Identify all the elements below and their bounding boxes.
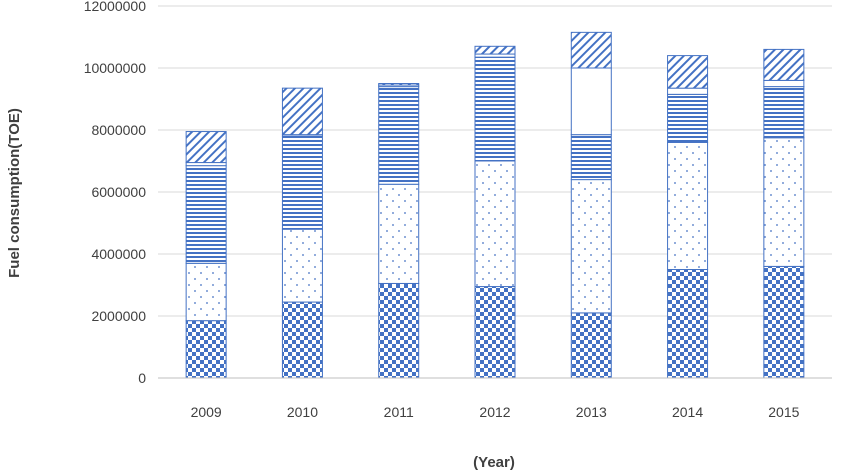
y-tick-label: 0 (138, 370, 146, 386)
x-tick-label: 2015 (768, 404, 799, 420)
y-tick-label: 12000000 (84, 0, 147, 14)
bar-segment-horizontal-lines-2015 (763, 86, 805, 139)
y-tick-label: 4000000 (91, 246, 146, 262)
x-tick-labels: 2009 2010 2011 2012 2013 2014 2015 (191, 404, 800, 420)
bar-segment-diagonal-lines-2011 (378, 83, 420, 86)
bar-segment-dots-2011 (378, 183, 420, 284)
bar-segment-checker-2014 (667, 269, 709, 379)
x-axis-title: (Year) (473, 454, 515, 471)
y-axis-title: Fuel consumption(TOE) (6, 108, 23, 278)
bar-segment-diagonal-lines-2013 (570, 31, 612, 69)
bar-segment-blank-2014 (667, 87, 709, 95)
bar-segment-horizontal-lines-2012 (474, 56, 516, 162)
bar-segment-checker-2012 (474, 286, 516, 379)
bar-segment-blank-2015 (763, 79, 805, 88)
x-tick-label: 2009 (191, 404, 222, 420)
bar-segment-dots-2009 (185, 262, 227, 322)
bar-segment-blank-2013 (570, 67, 612, 136)
bar-segment-horizontal-lines-2010 (281, 135, 323, 230)
bar-segment-dots-2010 (281, 228, 323, 303)
bar-segment-dots-2014 (667, 141, 709, 270)
bar-segment-dots-2013 (570, 179, 612, 314)
bar-segment-horizontal-lines-2014 (667, 93, 709, 143)
bars (185, 31, 805, 379)
x-tick-label: 2012 (479, 404, 510, 420)
bar-segment-horizontal-lines-2011 (378, 86, 420, 185)
bar-segment-diagonal-lines-2015 (763, 48, 805, 81)
x-tick-label: 2010 (287, 404, 318, 420)
y-tick-labels: 0 2000000 4000000 6000000 8000000 10000000 120… (84, 0, 147, 386)
y-tick-label: 6000000 (91, 184, 146, 200)
bar-segment-checker-2011 (378, 282, 420, 379)
bar-segment-diagonal-lines-2012 (474, 45, 516, 55)
bar-segment-horizontal-lines-2009 (185, 165, 227, 264)
bar-segment-diagonal-lines-2009 (185, 131, 227, 164)
bar-segment-dots-2015 (763, 137, 805, 267)
bar-segment-horizontal-lines-2013 (570, 134, 612, 181)
x-tick-label: 2011 (384, 404, 414, 420)
bar-segment-diagonal-lines-2014 (667, 55, 709, 89)
x-tick-label: 2014 (672, 404, 703, 420)
bar-segment-checker-2010 (281, 301, 323, 379)
bar-segment-diagonal-lines-2010 (281, 87, 323, 136)
x-tick-label: 2013 (576, 404, 607, 420)
y-tick-label: 10000000 (84, 60, 147, 76)
y-tick-label: 2000000 (91, 308, 146, 324)
y-tick-label: 8000000 (91, 122, 146, 138)
bar-segment-dots-2012 (474, 160, 516, 288)
bar-segment-checker-2015 (763, 265, 805, 379)
bar-segment-checker-2013 (570, 312, 612, 379)
bar-segment-checker-2009 (185, 320, 227, 379)
